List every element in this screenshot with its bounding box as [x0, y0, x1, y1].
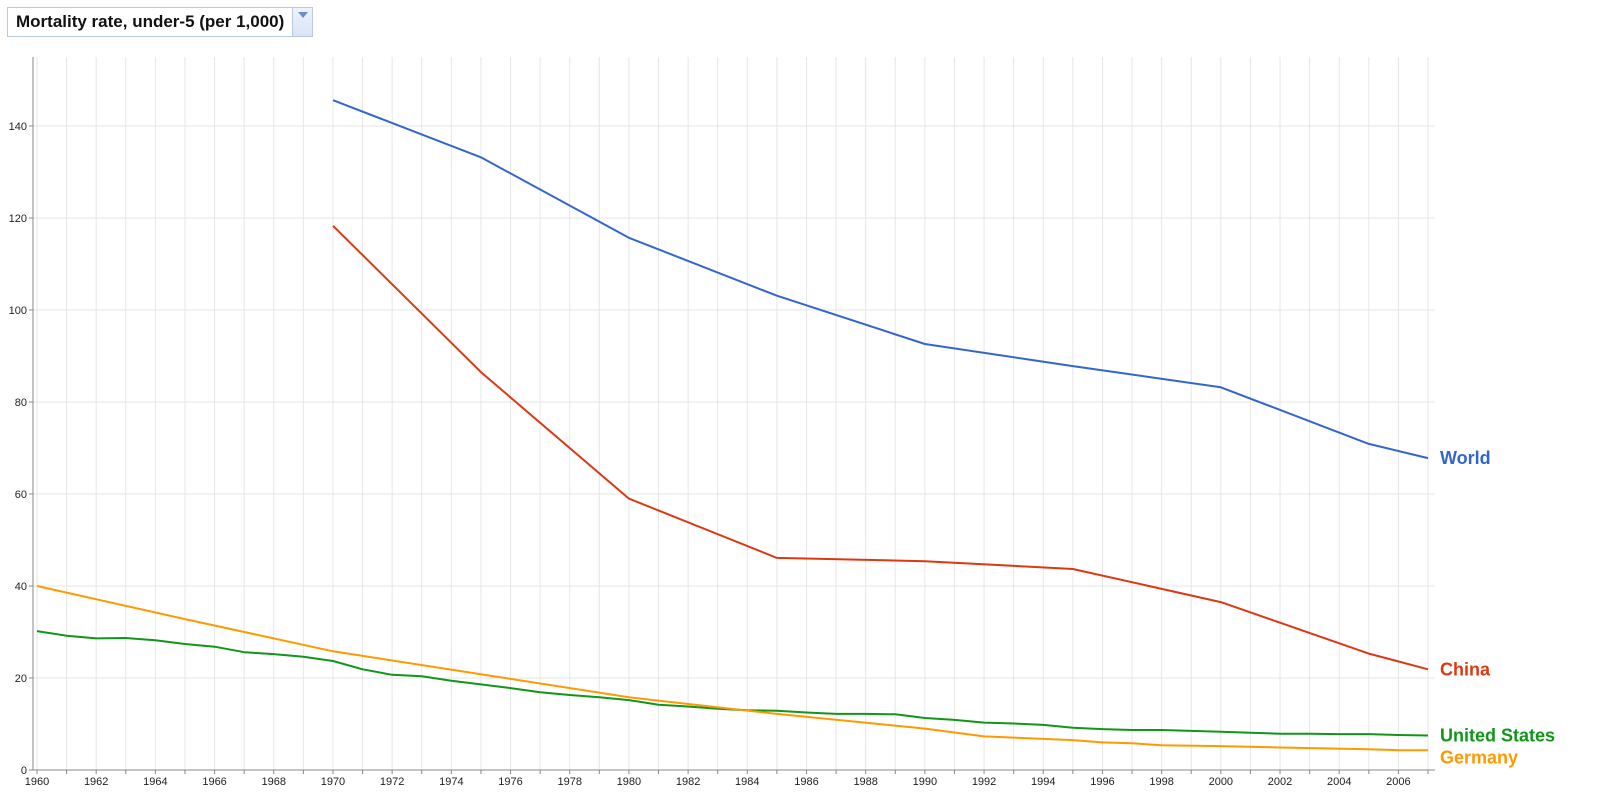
x-tick-label: 1990 — [913, 776, 937, 788]
series-line-world — [332, 99, 1429, 460]
series-label-germany: Germany — [1440, 748, 1518, 768]
x-tick-label: 1960 — [25, 776, 49, 788]
x-tick-label: 1996 — [1090, 776, 1114, 788]
x-tick-label: 1992 — [972, 776, 996, 788]
series-line-china — [332, 225, 1429, 671]
x-axis-ticks: 1960 1962 1964 1966 1968 1970 1972 1974 1976 1978… — [25, 770, 1429, 788]
x-tick-label: 2004 — [1327, 776, 1351, 788]
metric-selector-label: Mortality rate, under-5 (per 1,000) — [16, 12, 285, 31]
series-label-china: China — [1440, 659, 1491, 679]
x-tick-label: 1998 — [1149, 776, 1173, 788]
x-tick-label: 1978 — [557, 776, 581, 788]
y-tick-label: 100 — [9, 305, 27, 317]
series-label-united-states: United States — [1440, 726, 1555, 746]
series-line-united-states — [36, 630, 1429, 737]
series-label-world: World — [1440, 448, 1491, 468]
y-tick-label: 0 — [21, 765, 27, 777]
x-tick-label: 1962 — [84, 776, 108, 788]
y-tick-label: 120 — [9, 213, 27, 225]
x-tick-label: 1970 — [321, 776, 345, 788]
axes — [32, 57, 1435, 771]
x-tick-label: 2002 — [1268, 776, 1292, 788]
grid — [33, 57, 1435, 770]
y-tick-label: 80 — [15, 397, 27, 409]
series-line-germany — [36, 585, 1428, 752]
y-axis-ticks: 0 20 40 60 80 100 120 140 — [9, 121, 33, 777]
series-lines — [36, 99, 1429, 752]
x-tick-label: 1986 — [794, 776, 818, 788]
y-tick-label: 40 — [15, 581, 27, 593]
x-tick-label: 1968 — [262, 776, 286, 788]
x-tick-label: 1974 — [439, 776, 463, 788]
x-tick-label: 1976 — [498, 776, 522, 788]
x-tick-label: 1994 — [1031, 776, 1055, 788]
metric-selector[interactable]: Mortality rate, under-5 (per 1,000) — [7, 7, 314, 37]
chevron-down-icon[interactable] — [292, 8, 313, 36]
y-tick-label: 60 — [15, 489, 27, 501]
x-tick-label: 1964 — [143, 776, 167, 788]
y-tick-label: 140 — [9, 121, 27, 133]
x-tick-label: 1982 — [676, 776, 700, 788]
x-tick-label: 1988 — [853, 776, 877, 788]
x-tick-label: 2006 — [1386, 776, 1410, 788]
x-tick-label: 1984 — [735, 776, 759, 788]
y-tick-label: 20 — [15, 673, 27, 685]
x-tick-label: 1972 — [380, 776, 404, 788]
x-tick-label: 1980 — [617, 776, 641, 788]
x-tick-label: 2000 — [1209, 776, 1233, 788]
x-tick-label: 1966 — [202, 776, 226, 788]
